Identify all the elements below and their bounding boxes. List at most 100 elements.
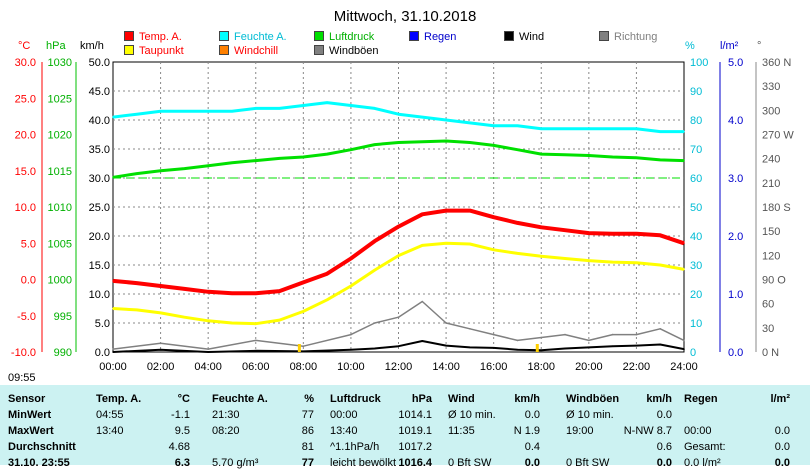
data-point <box>112 176 114 179</box>
data-point <box>302 281 305 284</box>
data-point <box>302 350 305 353</box>
data-point <box>635 233 638 235</box>
table-cell: Ø 10 min. <box>566 409 614 421</box>
direction-tick-label: 30 <box>762 323 774 335</box>
humidity-tick-label: 0 <box>690 347 696 359</box>
data-point <box>516 148 519 151</box>
data-point <box>516 339 519 342</box>
data-point <box>373 347 376 350</box>
data-point <box>326 153 328 155</box>
data-point <box>302 104 305 107</box>
data-point <box>326 101 328 104</box>
data-point <box>659 328 662 330</box>
data-point <box>254 292 257 295</box>
data-point <box>492 248 495 251</box>
temp-tick-label: 25.0 <box>15 93 36 105</box>
legend-swatch <box>599 31 609 41</box>
data-point <box>611 261 614 263</box>
data-point <box>588 339 590 342</box>
humidity-tick-label: 20 <box>690 289 702 301</box>
data-point <box>659 159 662 161</box>
wind-tick-label: 45.0 <box>89 86 110 98</box>
table-cell: 21:30 <box>212 409 240 421</box>
data-point <box>611 345 614 348</box>
data-point <box>231 322 233 324</box>
time-marker <box>297 344 301 352</box>
data-point <box>445 322 447 324</box>
table-cell: 08:20 <box>212 425 240 437</box>
data-point <box>540 153 543 155</box>
wind-tick-label: 20.0 <box>89 231 110 243</box>
stats-table: Sensor Temp. A. °C Feuchte A.% Luftdruck hPa W… <box>0 385 810 469</box>
legend-swatch <box>124 31 134 41</box>
data-point <box>564 257 566 260</box>
table-cell: 1014.1 <box>398 409 432 421</box>
data-point <box>469 209 471 212</box>
wind-tick-label: 40.0 <box>89 115 110 127</box>
humidity-tick-label: 80 <box>690 115 702 127</box>
table-cell: 4.68 <box>168 441 190 453</box>
data-point <box>445 344 447 347</box>
row-label: MaxWert <box>8 425 54 437</box>
data-point <box>207 164 209 167</box>
direction-tick-label: 150 <box>762 226 780 238</box>
data-point <box>516 348 519 351</box>
row-label: 31.10. 23:55 <box>8 457 70 469</box>
pressure-tick-label: 990 <box>54 347 72 359</box>
weather-chart: Mittwoch, 31.10.2018 30.0 25.0 20.0 15.0 10.0… <box>11 8 794 381</box>
table-cell: 77 <box>301 457 314 469</box>
table-cell: 04:55 <box>96 409 124 421</box>
data-point <box>492 347 495 349</box>
data-point <box>421 340 424 342</box>
data-point <box>469 122 471 124</box>
rain-tick-label: 2.0 <box>728 231 743 243</box>
data-point <box>635 156 638 159</box>
temp-tick-label: 30.0 <box>15 57 36 69</box>
data-point <box>492 144 495 147</box>
humidity-tick-label: 100 <box>690 57 708 69</box>
temp-tick-label: 10.0 <box>15 202 36 214</box>
data-point <box>683 130 685 133</box>
data-point <box>254 339 257 342</box>
direction-tick-label: 60 <box>762 299 774 311</box>
data-point <box>159 348 162 351</box>
data-point <box>159 169 162 172</box>
unit-wind: km/h <box>80 40 104 52</box>
data-point <box>635 127 638 130</box>
data-point <box>469 328 471 330</box>
data-point <box>540 349 543 352</box>
pressure-tick-label: 1010 <box>48 202 72 214</box>
data-point <box>611 333 614 336</box>
direction-tick-label: 0 N <box>762 347 779 359</box>
table-cell: 0.4 <box>524 441 540 453</box>
table-header: km/h <box>514 393 540 405</box>
data-point <box>445 119 447 121</box>
table-cell: 0.0 <box>774 425 790 437</box>
data-point <box>159 285 162 287</box>
legend-item: Windböen <box>314 45 379 57</box>
direction-tick-label: 90 O <box>762 275 786 287</box>
table-header: Wind <box>448 393 475 405</box>
legend-item: Regen <box>409 31 456 43</box>
unit-direction: ° <box>757 40 762 52</box>
pressure-tick-label: 1025 <box>48 93 72 105</box>
table-header: Windböen <box>566 393 620 405</box>
data-point <box>611 127 614 130</box>
data-point <box>445 209 447 212</box>
data-point <box>278 319 281 321</box>
legend-swatch <box>409 31 419 41</box>
data-point <box>159 342 162 345</box>
data-point <box>397 345 400 348</box>
table-header: l/m² <box>770 393 790 405</box>
data-point <box>373 240 376 242</box>
temp-tick-label: 15.0 <box>15 166 36 178</box>
data-point <box>254 107 257 110</box>
data-point <box>540 255 543 258</box>
legend-item: Temp. A. <box>124 31 182 43</box>
table-header: km/h <box>646 393 672 405</box>
data-point <box>397 141 400 144</box>
table-header: hPa <box>411 393 432 405</box>
table-cell: -1.1 <box>171 409 190 421</box>
table-cell: 9.5 <box>174 425 190 437</box>
data-point <box>112 280 114 282</box>
